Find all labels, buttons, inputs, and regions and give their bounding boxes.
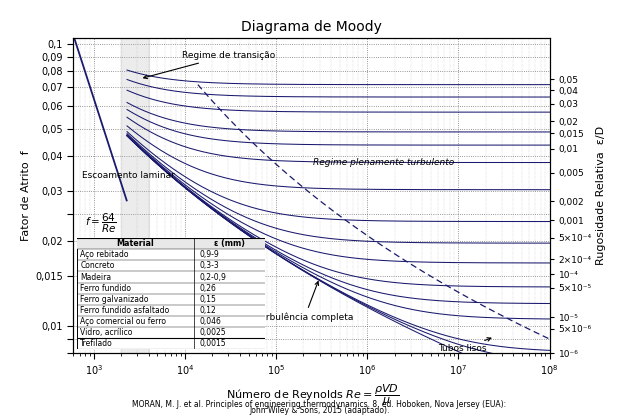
Text: Ferro fundido asfaltado: Ferro fundido asfaltado (81, 306, 170, 315)
Text: 0,2-0,9: 0,2-0,9 (199, 273, 226, 282)
Bar (121, 38, 149, 353)
Text: 0,12: 0,12 (199, 306, 216, 315)
Text: Ferro fundido: Ferro fundido (81, 283, 132, 293)
Y-axis label: Rugosidade Relativa  ε/D: Rugosidade Relativa ε/D (596, 126, 606, 265)
Text: Madeira: Madeira (81, 273, 112, 282)
Text: Vidro, acrílico: Vidro, acrílico (81, 328, 133, 337)
Text: Turbulência completa: Turbulência completa (256, 282, 353, 322)
Text: $f=\dfrac{64}{Re}$: $f=\dfrac{64}{Re}$ (85, 212, 117, 235)
Text: Concreto: Concreto (81, 261, 115, 270)
Text: Número de Reynolds $Re = \dfrac{\rho V D}{\mu}$: Número de Reynolds $Re = \dfrac{\rho V D… (226, 382, 400, 408)
Text: 0,3-3: 0,3-3 (199, 261, 219, 270)
FancyBboxPatch shape (77, 238, 265, 249)
Text: 0,046: 0,046 (199, 317, 221, 326)
Text: Aço comercial ou ferro: Aço comercial ou ferro (81, 317, 166, 326)
Text: 0,0025: 0,0025 (199, 328, 226, 337)
Y-axis label: Fator de Atrito  f: Fator de Atrito f (21, 150, 31, 241)
Text: Regime plenamente turbulento: Regime plenamente turbulento (312, 158, 454, 167)
Text: Trefilado: Trefilado (81, 339, 113, 348)
Text: John Wiley & Sons, 2015 (adaptado).: John Wiley & Sons, 2015 (adaptado). (249, 405, 390, 415)
Text: Material: Material (116, 239, 154, 248)
Text: Escoamento laminar: Escoamento laminar (82, 171, 175, 180)
Text: ε (mm): ε (mm) (214, 239, 245, 248)
FancyBboxPatch shape (77, 238, 265, 349)
Text: Regime de transição: Regime de transição (144, 51, 275, 79)
Text: MORAN, M. J. et al. Principles of engineering thermodynamics. 8. ed. Hoboken, No: MORAN, M. J. et al. Principles of engine… (132, 400, 507, 409)
Text: 0,26: 0,26 (199, 283, 216, 293)
Text: Tubos lisos: Tubos lisos (438, 338, 491, 353)
Text: 0,15: 0,15 (199, 295, 216, 304)
Text: Ferro galvanizado: Ferro galvanizado (81, 295, 149, 304)
Text: 0,9-9: 0,9-9 (199, 250, 219, 260)
Title: Diagrama de Moody: Diagrama de Moody (241, 20, 382, 34)
Text: Aço rebitado: Aço rebitado (81, 250, 129, 260)
Text: 0,0015: 0,0015 (199, 339, 226, 348)
